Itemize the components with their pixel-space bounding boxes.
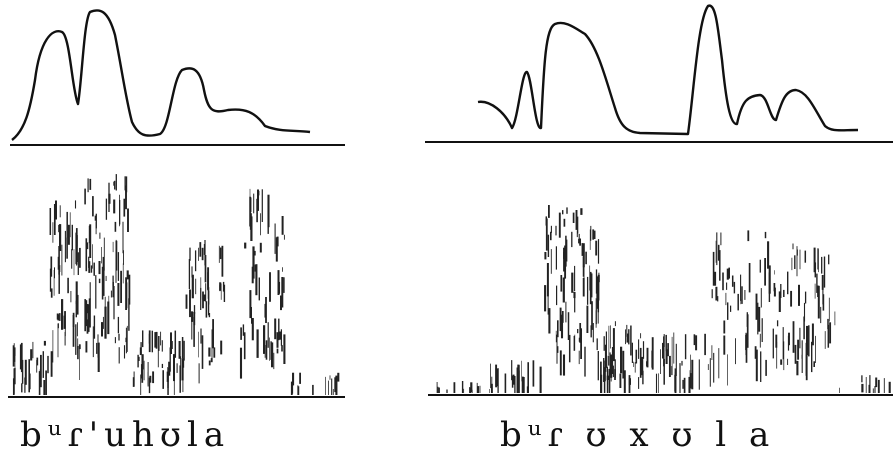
amplitude-curve <box>477 4 859 136</box>
transcription: bᵘɾ'uhʊla <box>20 415 230 455</box>
transcription: bᵘɾ ʊ x ʊ l a <box>500 415 775 455</box>
amplitude-curve <box>11 9 311 141</box>
spectrograms <box>12 174 891 395</box>
